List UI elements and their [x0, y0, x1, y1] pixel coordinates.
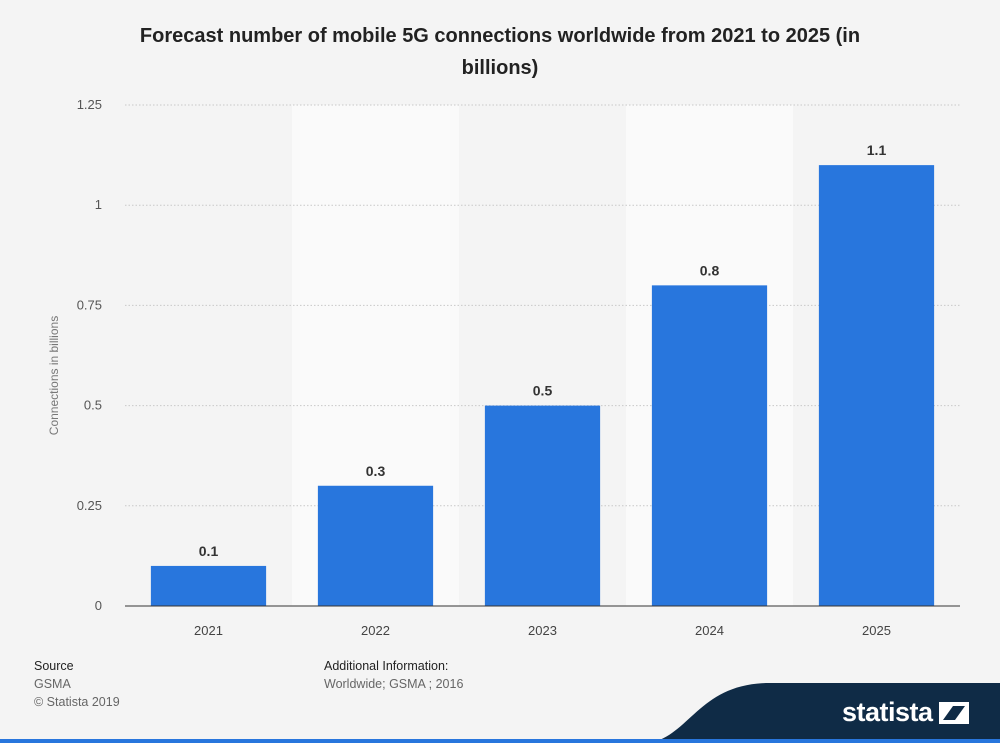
bar-2023[interactable]: [484, 405, 601, 606]
value-label: 0.8: [700, 262, 720, 278]
x-tick-label: 2021: [194, 623, 223, 638]
bar-2022[interactable]: [317, 485, 434, 606]
chart-title: Forecast number of mobile 5G connections…: [139, 25, 861, 79]
value-label: 0.5: [533, 383, 553, 399]
copyright-text: © Statista 2019: [34, 695, 120, 709]
x-tick-label: 2025: [862, 623, 891, 638]
x-tick-label: 2022: [361, 623, 390, 638]
value-labels: 0.1 0.3 0.5 0.8 1.1: [199, 142, 887, 559]
y-tick-label: 1: [95, 197, 102, 212]
statista-logo[interactable]: statista: [842, 697, 933, 727]
bar-2025[interactable]: [818, 165, 935, 606]
y-tick-label: 0.75: [77, 297, 102, 312]
value-label: 0.3: [366, 463, 386, 479]
bars: [150, 165, 935, 606]
value-label: 0.1: [199, 543, 219, 559]
statista-logo-icon: [939, 702, 969, 724]
y-tick-label: 0.25: [77, 498, 102, 513]
bar-2021[interactable]: [150, 565, 267, 606]
y-axis-label: Connections in billions: [47, 316, 61, 435]
source-text: GSMA: [34, 677, 71, 691]
y-tick-label: 0.5: [84, 398, 102, 413]
info-heading: Additional Information:: [324, 659, 449, 673]
info-text: Worldwide; GSMA ; 2016: [324, 677, 464, 691]
y-axis-ticks: 0 0.25 0.5 0.75 1 1.25: [77, 97, 102, 613]
value-label: 1.1: [867, 142, 887, 158]
bar-2024[interactable]: [651, 285, 768, 606]
source-block: Source GSMA © Statista 2019: [34, 657, 120, 711]
x-tick-label: 2023: [528, 623, 557, 638]
source-heading: Source: [34, 659, 74, 673]
x-axis-ticks: 2021 2022 2023 2024 2025: [194, 623, 891, 638]
y-tick-label: 0: [95, 598, 102, 613]
y-tick-label: 1.25: [77, 97, 102, 112]
x-tick-label: 2024: [695, 623, 724, 638]
additional-info-block: Additional Information: Worldwide; GSMA …: [324, 657, 463, 693]
